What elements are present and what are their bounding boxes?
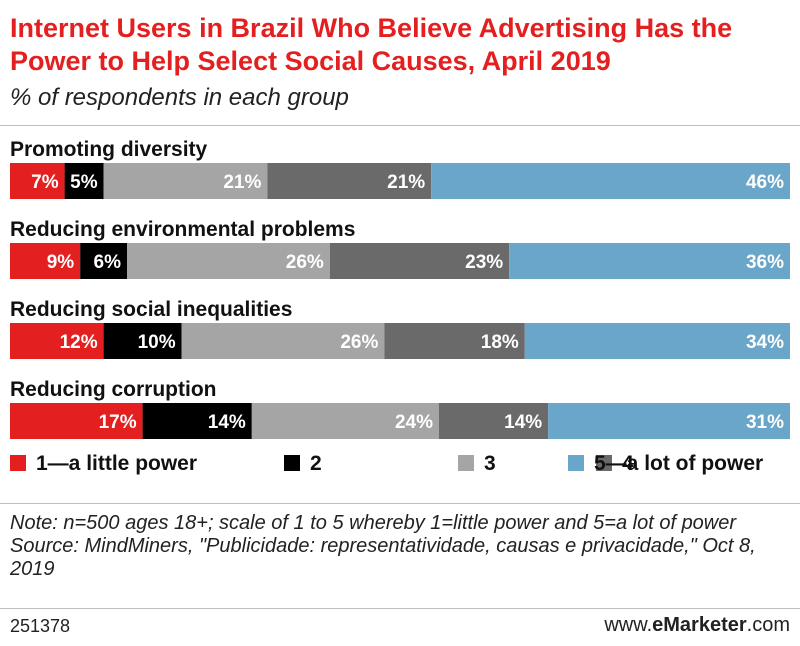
brand-suffix: .com [746, 614, 790, 636]
brand-name: eMarketer [652, 614, 747, 636]
value-label: 6% [94, 252, 122, 273]
value-label: 26% [340, 332, 378, 353]
value-label: 14% [504, 412, 542, 433]
value-label: 31% [746, 412, 784, 433]
bar-segment [267, 163, 432, 199]
bar-segment [80, 243, 127, 279]
legend-label: 3 [484, 452, 496, 475]
value-label: 21% [223, 172, 261, 193]
value-label: 24% [395, 412, 433, 433]
legend-swatch [458, 455, 474, 471]
bar-segment [509, 243, 790, 279]
legend-label: 2 [310, 452, 322, 475]
value-label: 34% [746, 332, 784, 353]
top-divider [0, 125, 800, 126]
note-text: Note: n=500 ages 18+; scale of 1 to 5 wh… [10, 512, 737, 534]
value-label: 18% [481, 332, 519, 353]
legend-swatch [284, 455, 300, 471]
category-label: Reducing corruption [10, 378, 217, 401]
legend-label: 1—a little power [36, 452, 197, 475]
bar-segment [142, 403, 252, 439]
footer-divider [0, 608, 800, 609]
category-label: Promoting diversity [10, 138, 208, 161]
legend-label: 5—a lot of power [594, 452, 763, 475]
source-text: Source: MindMiners, "Publicidade: repres… [10, 535, 756, 580]
value-label: 10% [138, 332, 176, 353]
bar-segment [10, 403, 143, 439]
legend-swatch [568, 455, 584, 471]
bar-segment [251, 403, 439, 439]
chart-subtitle: % of respondents in each group [10, 84, 349, 111]
bar-segment [431, 163, 790, 199]
bar-segment [64, 163, 104, 199]
bar-segment [103, 163, 268, 199]
legend-swatch [596, 455, 612, 471]
chart-title: Internet Users in Brazil Who Believe Adv… [10, 13, 733, 76]
category-label: Reducing environmental problems [10, 218, 355, 241]
bar-segment [524, 323, 790, 359]
value-label: 36% [746, 252, 784, 273]
bar-segment [548, 403, 790, 439]
value-label: 23% [465, 252, 503, 273]
bar-segment [103, 323, 182, 359]
brand-prefix: www. [604, 614, 653, 636]
value-label: 7% [31, 172, 59, 193]
bar-segment [10, 243, 81, 279]
category-label: Reducing social inequalities [10, 298, 292, 321]
bar-segment [127, 243, 330, 279]
legend-swatch [10, 455, 26, 471]
brand-link[interactable]: www.eMarketer.com [604, 614, 790, 637]
value-label: 46% [746, 172, 784, 193]
value-label: 26% [286, 252, 324, 273]
value-label: 12% [60, 332, 98, 353]
bar-segment [439, 403, 549, 439]
value-label: 14% [208, 412, 246, 433]
bar-segment [10, 323, 104, 359]
bar-segment [329, 243, 510, 279]
notes-divider [0, 503, 800, 504]
value-label: 9% [47, 252, 75, 273]
notes-block: Note: n=500 ages 18+; scale of 1 to 5 wh… [10, 512, 790, 581]
legend-label: 4 [622, 452, 634, 475]
value-label: 17% [99, 412, 137, 433]
value-label: 21% [387, 172, 425, 193]
bar-segment [10, 163, 65, 199]
chart-id: 251378 [10, 616, 71, 636]
bar-segment [384, 323, 525, 359]
value-label: 5% [70, 172, 98, 193]
bar-segment [181, 323, 385, 359]
